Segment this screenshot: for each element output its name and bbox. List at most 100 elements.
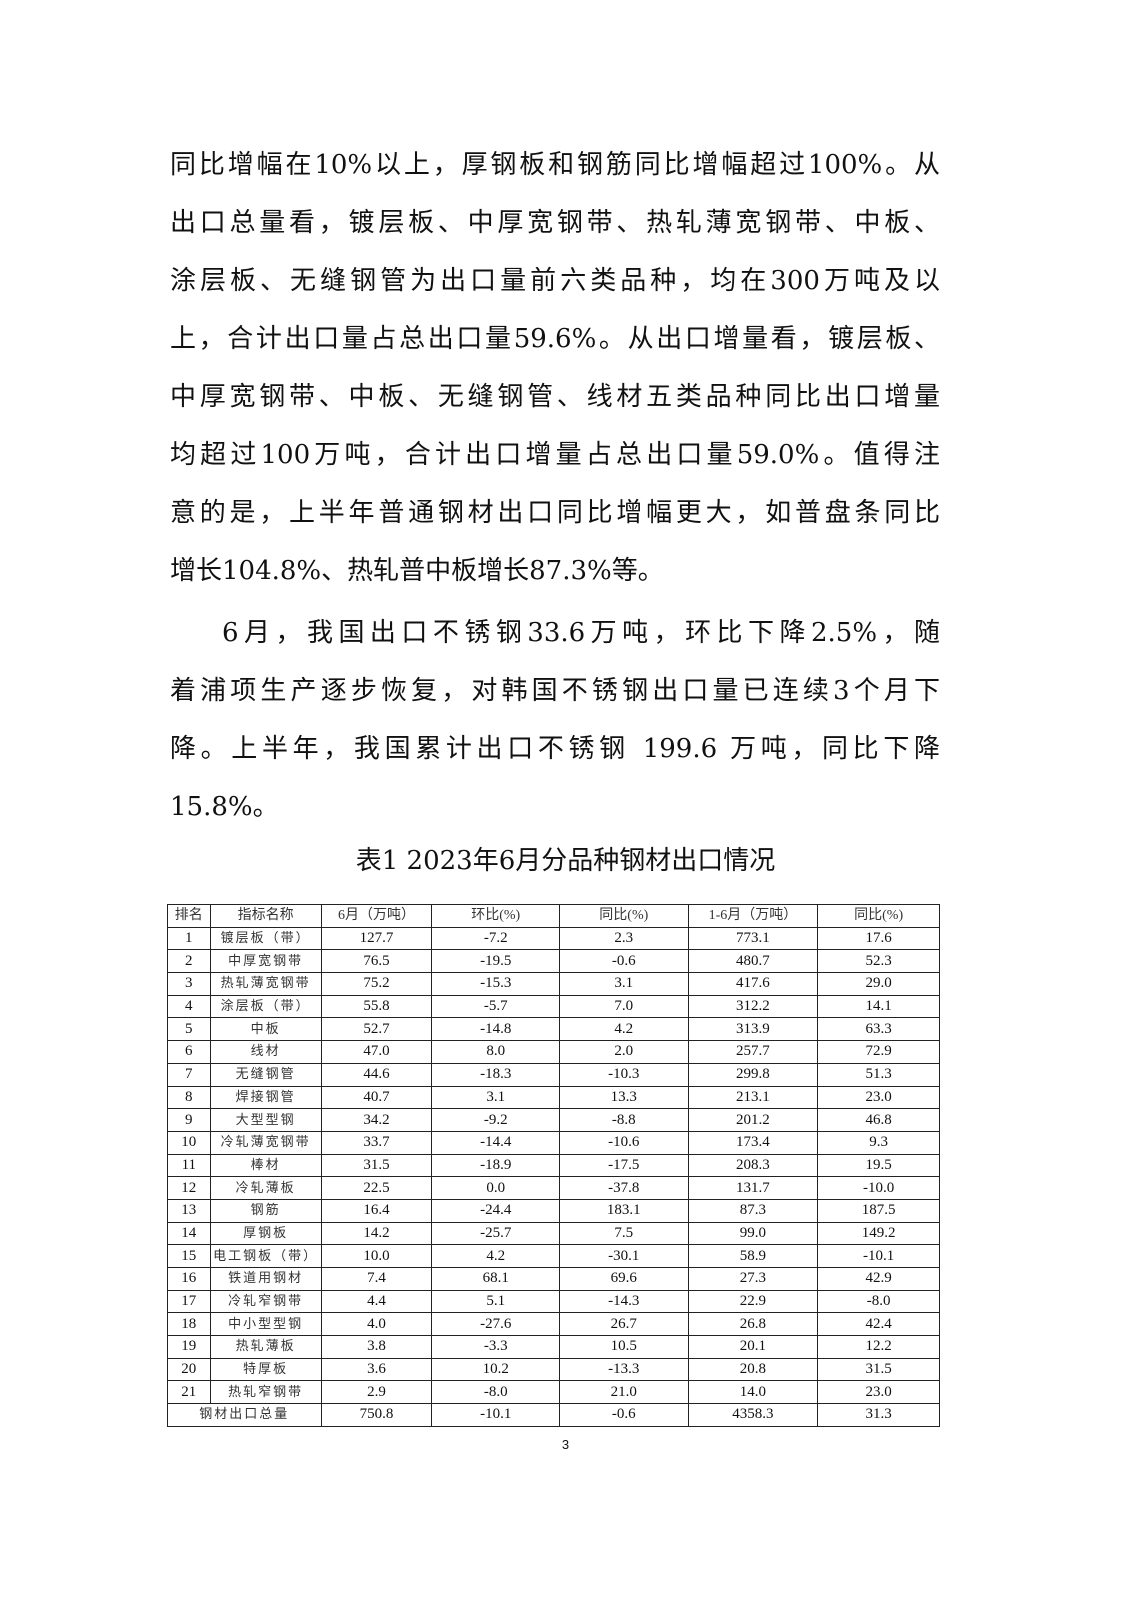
table-cell: -8.8 <box>559 1108 689 1132</box>
table-row: 21 热轧窄钢带 2.9 -8.0 21.0 14.0 23.0 <box>167 1380 940 1405</box>
column-header: 排名 <box>167 904 211 928</box>
table-row: 12 冷轧薄板 22.5 0.0 -37.8 131.7 -10.0 <box>167 1176 940 1200</box>
paragraph-line: 均超过100万吨，合计出口增量占总出口量59.0%。值得注 <box>170 440 940 470</box>
table-cell: 213.1 <box>687 1085 819 1110</box>
table-cell: 热轧窄钢带 <box>209 1380 322 1405</box>
table-cell: 72.9 <box>817 1040 940 1064</box>
table-cell: 焊接钢管 <box>209 1085 322 1110</box>
table-cell: 2.9 <box>320 1380 433 1405</box>
table-cell: -5.7 <box>431 994 561 1019</box>
table-cell: 7.0 <box>559 994 689 1019</box>
table-cell: 149.2 <box>817 1221 940 1246</box>
table-cell: 15 <box>167 1244 211 1268</box>
table-cell: 4 <box>167 994 211 1019</box>
table-cell: 75.2 <box>320 972 433 996</box>
table-row: 4 涂层板（带） 55.8 -5.7 7.0 312.2 14.1 <box>167 994 940 1019</box>
table-cell: 线材 <box>209 1040 322 1064</box>
table-cell: 58.9 <box>687 1244 819 1268</box>
table-cell: 23.0 <box>817 1085 940 1110</box>
table-cell: -27.6 <box>431 1312 561 1337</box>
table-cell: -13.3 <box>559 1357 689 1382</box>
table-cell: 0.0 <box>431 1176 561 1200</box>
table-cell: 2.0 <box>559 1040 689 1064</box>
table-cell: -10.3 <box>559 1062 689 1087</box>
table-cell: -14.4 <box>431 1130 561 1155</box>
table-cell: 33.7 <box>320 1130 433 1155</box>
table-cell: 3.1 <box>431 1085 561 1110</box>
paragraph-line: 6月，我国出口不锈钢33.6万吨，环比下降2.5%，随 <box>222 618 940 648</box>
table-cell: 4.0 <box>320 1312 433 1337</box>
table-cell: -10.0 <box>817 1176 940 1200</box>
table-cell: 127.7 <box>320 926 433 951</box>
table-cell: 中板 <box>209 1017 322 1042</box>
table-cell: 87.3 <box>687 1198 819 1223</box>
table-row: 15 电工钢板（带） 10.0 4.2 -30.1 58.9 -10.1 <box>167 1244 940 1268</box>
table-cell: 冷轧窄钢带 <box>209 1289 322 1314</box>
table-cell: 14.0 <box>687 1380 819 1405</box>
table-cell: 2.3 <box>559 926 689 951</box>
table-cell: 31.5 <box>817 1357 940 1382</box>
paragraph-line: 同比增幅在10%以上，厚钢板和钢筋同比增幅超过100%。从 <box>170 150 940 180</box>
table-cell: 42.9 <box>817 1267 940 1291</box>
table-cell: 42.4 <box>817 1312 940 1337</box>
table-cell: 480.7 <box>687 949 819 974</box>
column-header: 6月（万吨） <box>320 904 433 928</box>
table-cell: 10.0 <box>320 1244 433 1268</box>
table-cell: 21.0 <box>559 1380 689 1405</box>
table-row: 16 铁道用钢材 7.4 68.1 69.6 27.3 42.9 <box>167 1267 940 1291</box>
table-cell: 26.8 <box>687 1312 819 1337</box>
table-cell: 187.5 <box>817 1198 940 1223</box>
table-cell: 18 <box>167 1312 211 1337</box>
table-cell: 13 <box>167 1198 211 1223</box>
table-cell: 99.0 <box>687 1221 819 1246</box>
table-cell: 47.0 <box>320 1040 433 1064</box>
page-number: 3 <box>561 1437 570 1452</box>
table-cell: 6 <box>167 1040 211 1064</box>
table-cell: 8 <box>167 1085 211 1110</box>
table-cell: 3.6 <box>320 1357 433 1382</box>
table-cell: 63.3 <box>817 1017 940 1042</box>
table-cell: 773.1 <box>687 926 819 951</box>
table-cell: 27.3 <box>687 1267 819 1291</box>
table-cell: 厚钢板 <box>209 1221 322 1246</box>
table-cell: 19 <box>167 1335 211 1359</box>
table-cell: 20.1 <box>687 1335 819 1359</box>
table-cell: 17.6 <box>817 926 940 951</box>
paragraph-line: 意的是，上半年普通钢材出口同比增幅更大，如普盘条同比 <box>170 498 940 528</box>
table-cell: 3.8 <box>320 1335 433 1359</box>
table-row: 8 焊接钢管 40.7 3.1 13.3 213.1 23.0 <box>167 1085 940 1110</box>
table-cell: 299.8 <box>687 1062 819 1087</box>
table-cell: 20 <box>167 1357 211 1382</box>
table-cell: 3 <box>167 972 211 996</box>
table-cell: -10.1 <box>817 1244 940 1268</box>
table-cell: 750.8 <box>320 1403 433 1427</box>
table-cell: 12 <box>167 1176 211 1200</box>
table-cell: 16 <box>167 1267 211 1291</box>
table-row: 10 冷轧薄宽钢带 33.7 -14.4 -10.6 173.4 9.3 <box>167 1130 940 1155</box>
table-cell: 5 <box>167 1017 211 1042</box>
table-cell: 9 <box>167 1108 211 1132</box>
table-cell: 冷轧薄板 <box>209 1176 322 1200</box>
table-cell: 17 <box>167 1289 211 1314</box>
paragraph-line: 增长104.8%、热轧普中板增长87.3%等。 <box>170 556 664 586</box>
table-cell: 3.1 <box>559 972 689 996</box>
table-cell: -7.2 <box>431 926 561 951</box>
paragraph-line: 出口总量看，镀层板、中厚宽钢带、热轧薄宽钢带、中板、 <box>170 208 940 238</box>
table-cell: 11 <box>167 1153 211 1178</box>
table-cell: 26.7 <box>559 1312 689 1337</box>
table-cell: 201.2 <box>687 1108 819 1132</box>
table-cell: -14.8 <box>431 1017 561 1042</box>
table-cell: -15.3 <box>431 972 561 996</box>
table-cell: 7.4 <box>320 1267 433 1291</box>
table-cell: 51.3 <box>817 1062 940 1087</box>
table-cell: 20.8 <box>687 1357 819 1382</box>
table-cell: 12.2 <box>817 1335 940 1359</box>
table-title: 表1 2023年6月分品种钢材出口情况 <box>355 846 776 876</box>
paragraph-line: 降。上半年，我国累计出口不锈钢 199.6 万吨，同比下降 <box>170 734 940 764</box>
table-cell: 69.6 <box>559 1267 689 1291</box>
table-row: 6 线材 47.0 8.0 2.0 257.7 72.9 <box>167 1040 940 1064</box>
table-cell: 电工钢板（带） <box>209 1244 322 1268</box>
table-row: 5 中板 52.7 -14.8 4.2 313.9 63.3 <box>167 1017 940 1042</box>
table-row: 1 镀层板（带） 127.7 -7.2 2.3 773.1 17.6 <box>167 926 940 951</box>
table-cell: 钢筋 <box>209 1198 322 1223</box>
